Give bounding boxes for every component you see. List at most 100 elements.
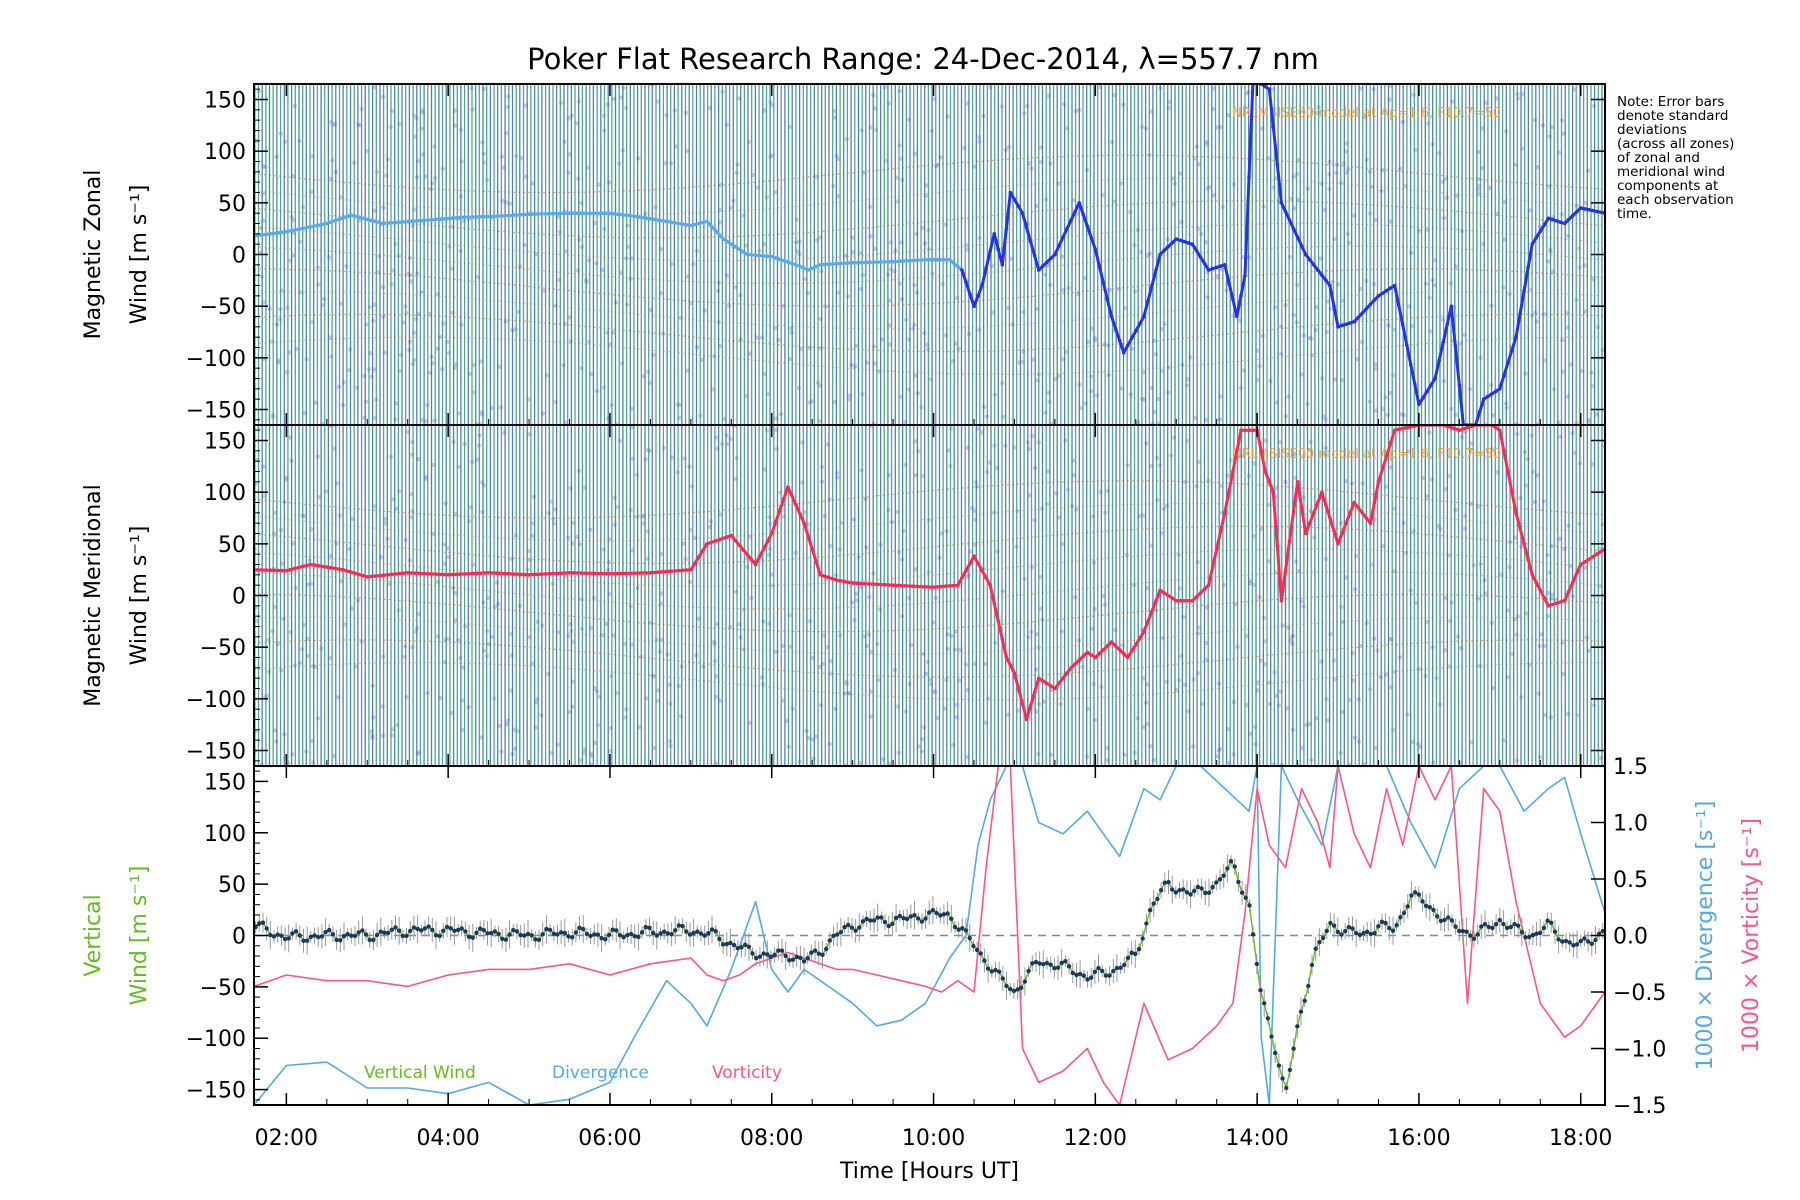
zonal-point bbox=[365, 217, 370, 222]
vertical-wind-point bbox=[1508, 924, 1514, 930]
vertical-wind-point bbox=[367, 937, 372, 943]
y-tick-label: 50 bbox=[218, 192, 246, 217]
zonal-point bbox=[1129, 336, 1134, 341]
zonal-point bbox=[842, 261, 847, 266]
zonal-point bbox=[1356, 315, 1361, 320]
zonal-point bbox=[470, 215, 475, 219]
vertical-wind-point bbox=[1354, 931, 1359, 936]
zonal-point bbox=[1150, 283, 1154, 288]
zonal-point bbox=[474, 215, 479, 219]
vertical-wind-point bbox=[934, 910, 939, 916]
panel-meridional-axes: 150 100 50 0 −50 −100 −150 Magnetic Meridional W… bbox=[81, 424, 1606, 767]
vertical-wind-point bbox=[1383, 920, 1388, 926]
meridional-point bbox=[579, 571, 584, 575]
meridional-point bbox=[980, 568, 984, 573]
zone-point bbox=[1000, 589, 1005, 594]
zonal-point bbox=[1053, 252, 1057, 257]
meridional-point bbox=[410, 571, 414, 575]
right-tick-label: 0.0 bbox=[1613, 925, 1648, 950]
zonal-point bbox=[1340, 323, 1344, 328]
vertical-wind-point bbox=[985, 966, 991, 971]
zonal-point bbox=[1526, 265, 1530, 270]
vertical-wind-point bbox=[297, 933, 302, 938]
zone-point bbox=[1145, 586, 1150, 591]
vertical-wind-point bbox=[1022, 979, 1028, 984]
zonal-point bbox=[1016, 204, 1021, 209]
zone-point bbox=[1215, 273, 1220, 279]
zone-point bbox=[807, 346, 813, 351]
vertical-wind-point bbox=[1037, 961, 1042, 966]
zonal-point bbox=[446, 216, 451, 221]
vertical-wind-point bbox=[956, 927, 961, 932]
zone-point bbox=[1523, 371, 1528, 376]
zonal-point bbox=[923, 257, 928, 262]
zonal-point bbox=[693, 222, 697, 227]
meridional-point bbox=[806, 534, 810, 538]
meridional-point bbox=[1182, 598, 1187, 603]
vertical-wind-point bbox=[1541, 925, 1547, 931]
vertical-wind-point bbox=[260, 920, 266, 925]
zonal-point bbox=[628, 214, 632, 218]
zonal-point bbox=[725, 239, 730, 244]
meridional-point bbox=[1178, 598, 1183, 603]
vorticity-line bbox=[254, 766, 1605, 1105]
zone-point bbox=[1319, 659, 1324, 664]
zonal-point bbox=[1299, 244, 1304, 248]
vertical-wind-point bbox=[1258, 988, 1263, 993]
y-tick-label: −50 bbox=[200, 976, 246, 1001]
meridional-point bbox=[385, 573, 390, 577]
vertical-wind-point bbox=[868, 918, 873, 923]
zonal-point bbox=[1004, 226, 1009, 231]
meridional-point bbox=[769, 531, 774, 536]
vertical-wind-point bbox=[801, 959, 807, 964]
zonal-point bbox=[507, 213, 511, 218]
zone-point bbox=[1183, 479, 1188, 485]
zone-point bbox=[892, 268, 897, 274]
zonal-point bbox=[288, 229, 293, 233]
vertical-wind-point bbox=[1144, 921, 1149, 926]
meridional-point bbox=[1113, 644, 1118, 648]
y-tick-label: −50 bbox=[200, 636, 246, 661]
vertical-wind-point bbox=[1133, 951, 1138, 957]
zonal-point bbox=[988, 249, 992, 253]
vertical-wind-point bbox=[824, 946, 829, 952]
vertical-wind-point bbox=[1438, 918, 1444, 924]
meridional-point bbox=[1239, 428, 1243, 433]
zone-point bbox=[460, 727, 465, 733]
vertical-wind-point bbox=[1376, 924, 1381, 929]
meridional-point bbox=[1227, 490, 1231, 495]
vertical-wind-point bbox=[904, 916, 910, 922]
zone-point bbox=[364, 148, 370, 154]
vertical-wind-point bbox=[319, 934, 325, 939]
vertical-wind-point bbox=[1516, 923, 1521, 928]
meridional-point bbox=[1214, 547, 1219, 551]
meridional-point bbox=[1506, 469, 1510, 474]
zone-point bbox=[389, 282, 394, 287]
vertical-wind-point bbox=[1306, 983, 1311, 989]
vertical-wind-point bbox=[1538, 930, 1543, 936]
meridional-point bbox=[539, 572, 543, 576]
vertical-wind-point bbox=[662, 929, 667, 934]
meridional-point bbox=[1085, 650, 1090, 655]
zonal-point bbox=[1344, 322, 1348, 327]
meridional-point bbox=[1223, 511, 1227, 515]
vertical-wind-point bbox=[1582, 936, 1587, 941]
meridional-point bbox=[1186, 598, 1191, 603]
meridional-point bbox=[1154, 598, 1158, 603]
zone-point bbox=[279, 668, 284, 673]
zonal-point bbox=[523, 212, 527, 217]
vertical-wind-point bbox=[639, 930, 645, 935]
zonal-point bbox=[466, 215, 471, 219]
vertical-wind-point bbox=[901, 916, 906, 921]
zonal-point bbox=[325, 221, 329, 226]
meridional-point bbox=[875, 582, 879, 587]
zone-point bbox=[1094, 393, 1100, 398]
meridional-point bbox=[462, 572, 467, 576]
vertical-wind-point bbox=[1600, 928, 1605, 934]
vertical-wind-point bbox=[293, 929, 299, 934]
zone-point bbox=[945, 632, 950, 637]
zonal-point bbox=[648, 217, 653, 221]
zone-point bbox=[1556, 420, 1561, 425]
meridional-point bbox=[1008, 663, 1013, 668]
vertical-wind-point bbox=[882, 919, 888, 925]
